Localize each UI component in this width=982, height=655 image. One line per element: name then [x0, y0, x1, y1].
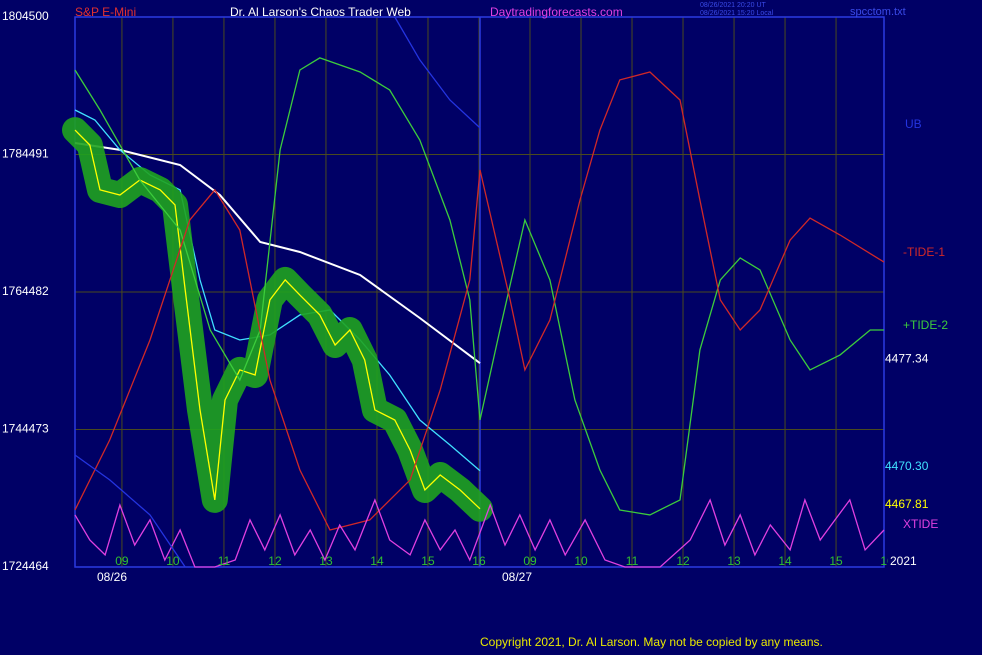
x-tick-label: 10: [574, 554, 588, 568]
x-tick-label: 13: [319, 554, 333, 568]
day-label: 08/26: [97, 570, 127, 584]
timestamp: 08/26/2021 15:20 Local: [700, 10, 774, 17]
legend-label: -TIDE-1: [903, 245, 945, 259]
x-tick-label: 14: [778, 554, 792, 568]
x-tick-label: 10: [166, 554, 180, 568]
timestamp: 08/26/2021 20:20 UT: [700, 2, 766, 9]
x-tick-label: 12: [676, 554, 690, 568]
copyright: Copyright 2021, Dr. Al Larson. May not b…: [480, 635, 823, 649]
x-tick-label: 09: [115, 554, 129, 568]
chart-title: Dr. Al Larson's Chaos Trader Web: [230, 5, 411, 19]
legend-label: UB: [905, 117, 922, 131]
series-line: [74, 142, 481, 364]
y2-tick-label: 172: [2, 559, 22, 573]
website: Daytradingforecasts.com: [490, 5, 623, 19]
y-tick-label: 4464: [22, 559, 49, 573]
x-tick-label: 13: [727, 554, 741, 568]
series-line: [74, 497, 885, 568]
series-line: [74, 57, 884, 516]
x-tick-label: 15: [421, 554, 435, 568]
x-tick-label: 09: [523, 554, 537, 568]
y2-tick-label: 174: [2, 422, 22, 436]
y-tick-label: 4491: [22, 147, 49, 161]
x-tick-label: 15: [829, 554, 843, 568]
series-line: [74, 16, 481, 568]
x-tick-label: 14: [370, 554, 384, 568]
last-value-label: 4470.30: [885, 459, 929, 473]
y-tick-label: 4500: [22, 9, 49, 23]
x-tick-label: 11: [626, 554, 639, 568]
day-label: 08/27: [502, 570, 532, 584]
year-label: 2021: [890, 554, 917, 568]
y2-tick-label: 180: [2, 9, 22, 23]
series-line: [74, 129, 481, 510]
last-value-label: 4467.81: [885, 497, 929, 511]
y2-tick-label: 178: [2, 147, 22, 161]
y-tick-label: 4482: [22, 284, 49, 298]
legend-label: +TIDE-2: [903, 318, 948, 332]
subtitle: S&P E-Mini: [75, 5, 136, 19]
x-tick-label: 16: [880, 554, 894, 568]
y-tick-label: 4473: [22, 422, 49, 436]
series-line: [74, 71, 885, 531]
x-tick-label: 11: [218, 554, 231, 568]
y2-tick-label: 176: [2, 284, 22, 298]
plot-frame: [74, 16, 885, 568]
x-tick-label: 16: [472, 554, 486, 568]
lines: [62, 16, 885, 568]
labels: 09 10 11 12 13 14 15 16 09 10 11 12 13 14 15 16: [115, 554, 894, 568]
x-tick-label: 12: [268, 554, 282, 568]
legend-label: XTIDE: [903, 517, 938, 531]
last-value-label: 4477.34: [885, 351, 929, 365]
file-name: spcctom.txt: [850, 6, 906, 18]
